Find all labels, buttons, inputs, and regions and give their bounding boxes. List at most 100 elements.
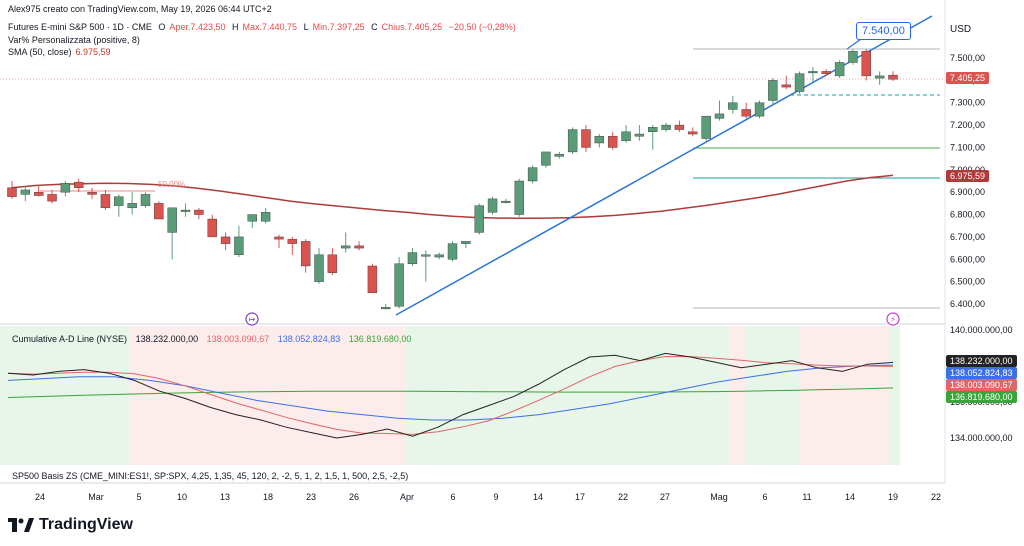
candle-body [220,236,231,244]
candle-body [527,167,538,182]
zone-red [730,326,745,465]
candle-body [421,254,431,257]
low-value: Min.7.397,25 [312,22,365,32]
candle-body [794,73,805,92]
zone-green [890,326,900,465]
x-tick-label: 14 [845,492,855,502]
candle-body [74,181,84,188]
ad-tag-black: 138.232.000,00 [946,355,1017,367]
candle-body [47,194,57,202]
ad-value-green: 136.819.680,00 [348,334,412,344]
ad-tag-green: 136.819.680,00 [946,391,1017,403]
candle-body [688,131,698,135]
y-tick-label: 6.600,00 [950,254,985,264]
zone-red [130,326,405,465]
x-tick-label: 22 [931,492,941,502]
x-tick-label: 19 [888,492,898,502]
candle-body [487,198,498,213]
candle-body [247,214,257,222]
candle-body [888,74,898,80]
x-tick-label: 6 [450,492,455,502]
x-tick-label: 9 [493,492,498,502]
basis-indicator-label[interactable]: SP500 Basis ZS (CME_MINI:ES1!, SP:SPX, 4… [12,471,409,481]
candle-body [180,209,191,212]
tradingview-logo[interactable]: TradingView [8,516,133,534]
time-axis: 24 Mar 5 10 13 18 23 26 Apr 6 9 14 17 22 27 Mag 6 11 14 19 2… [35,492,941,502]
zone-green [745,326,800,465]
ad-name: Cumulative A-D Line (NYSE) [12,334,128,344]
candle-body [728,102,738,110]
svg-text:↦: ↦ [249,315,256,324]
candle-body [381,307,391,310]
ad-line-green [7,387,894,398]
candle-body [781,84,791,88]
x-tick-label: Mar [88,492,104,502]
candle-body [60,183,71,193]
x-tick-label: 22 [618,492,628,502]
ad-legend[interactable]: Cumulative A-D Line (NYSE) 138.232.000,0… [12,334,417,344]
candle-body [461,241,471,244]
tradingview-logo-icon [8,518,34,532]
x-tick-label: 27 [660,492,670,502]
close-label: C [371,22,378,32]
low-label: L [303,22,309,32]
ad-tag-blue: 138.052.824,83 [946,367,1017,379]
ad-value-blue: 138.052.824,83 [277,334,341,344]
sma-legend[interactable]: SMA (50, close) 6.975,59 [8,47,115,57]
indicator-lines [7,352,894,439]
candle-body [167,207,177,233]
ad-axis-label: 140.000.000,00 [950,325,1013,335]
candle-body [567,129,578,153]
candle-body [701,115,711,139]
candle-body [541,151,551,166]
earnings-event-icon[interactable]: ↦ [245,312,259,326]
candle-body [7,187,17,197]
candle-body [87,191,97,195]
fib-label: 50,00% [158,180,186,189]
candle-body [327,254,338,273]
y-tick-label: 6.900,00 [950,187,985,197]
logo-text: TradingView [39,516,133,533]
y-tick-label: 6.500,00 [950,277,985,287]
candle-body [287,238,298,244]
candle-body [861,51,872,77]
candle-body [407,252,418,264]
x-tick-label: 11 [802,492,811,502]
candle-body [207,218,217,238]
ohlc-line: Futures E-mini S&P 500 · 1D · CME O Aper.… [8,22,520,32]
sma-price-tag: 6.975,59 [946,170,990,182]
candle-body [394,263,404,307]
price-callout[interactable]: 7.540,00 [856,22,911,40]
candle-body [20,189,31,195]
x-tick-label: 5 [136,492,141,502]
ad-axis-label: 134.000.000,00 [950,433,1013,443]
ad-line-blue [7,364,894,421]
y-tick-label: 6.700,00 [950,232,985,242]
y-tick-label: 6.400,00 [950,299,985,309]
candle-body [581,129,591,148]
x-tick-label: 6 [762,492,767,502]
open-label: O [158,22,166,32]
indicator-var-label[interactable]: Var% Personalizzata (positive, 8) [8,35,140,45]
close-value: Chius.7.405,25 [381,22,443,32]
candle-body [194,209,204,215]
symbol-name[interactable]: Futures E-mini S&P 500 · 1D · CME [8,22,152,32]
y-tick-label: 7.300,00 [950,98,985,108]
ad-line-black [7,352,894,439]
candle-body [661,124,671,130]
y-tick-label: 7.100,00 [950,142,985,152]
currency-label[interactable]: USD [950,24,972,35]
ad-tag-red: 138.003.090,67 [946,379,1017,391]
x-tick-label: 18 [263,492,273,502]
sma-value: 6.975,59 [75,47,111,57]
zone-green [405,326,730,465]
candle-body [514,180,524,215]
candle-body [874,75,885,79]
candle-body [607,136,618,148]
news-event-icon[interactable]: ⚡ [886,312,900,326]
price-axis: 7.500,007.400,007.300,007.200,007.100,00… [950,53,985,309]
y-tick-label: 6.800,00 [950,210,985,220]
open-value: Aper.7.423,50 [169,22,226,32]
candle-body [714,113,725,119]
sma50-line [11,174,894,220]
